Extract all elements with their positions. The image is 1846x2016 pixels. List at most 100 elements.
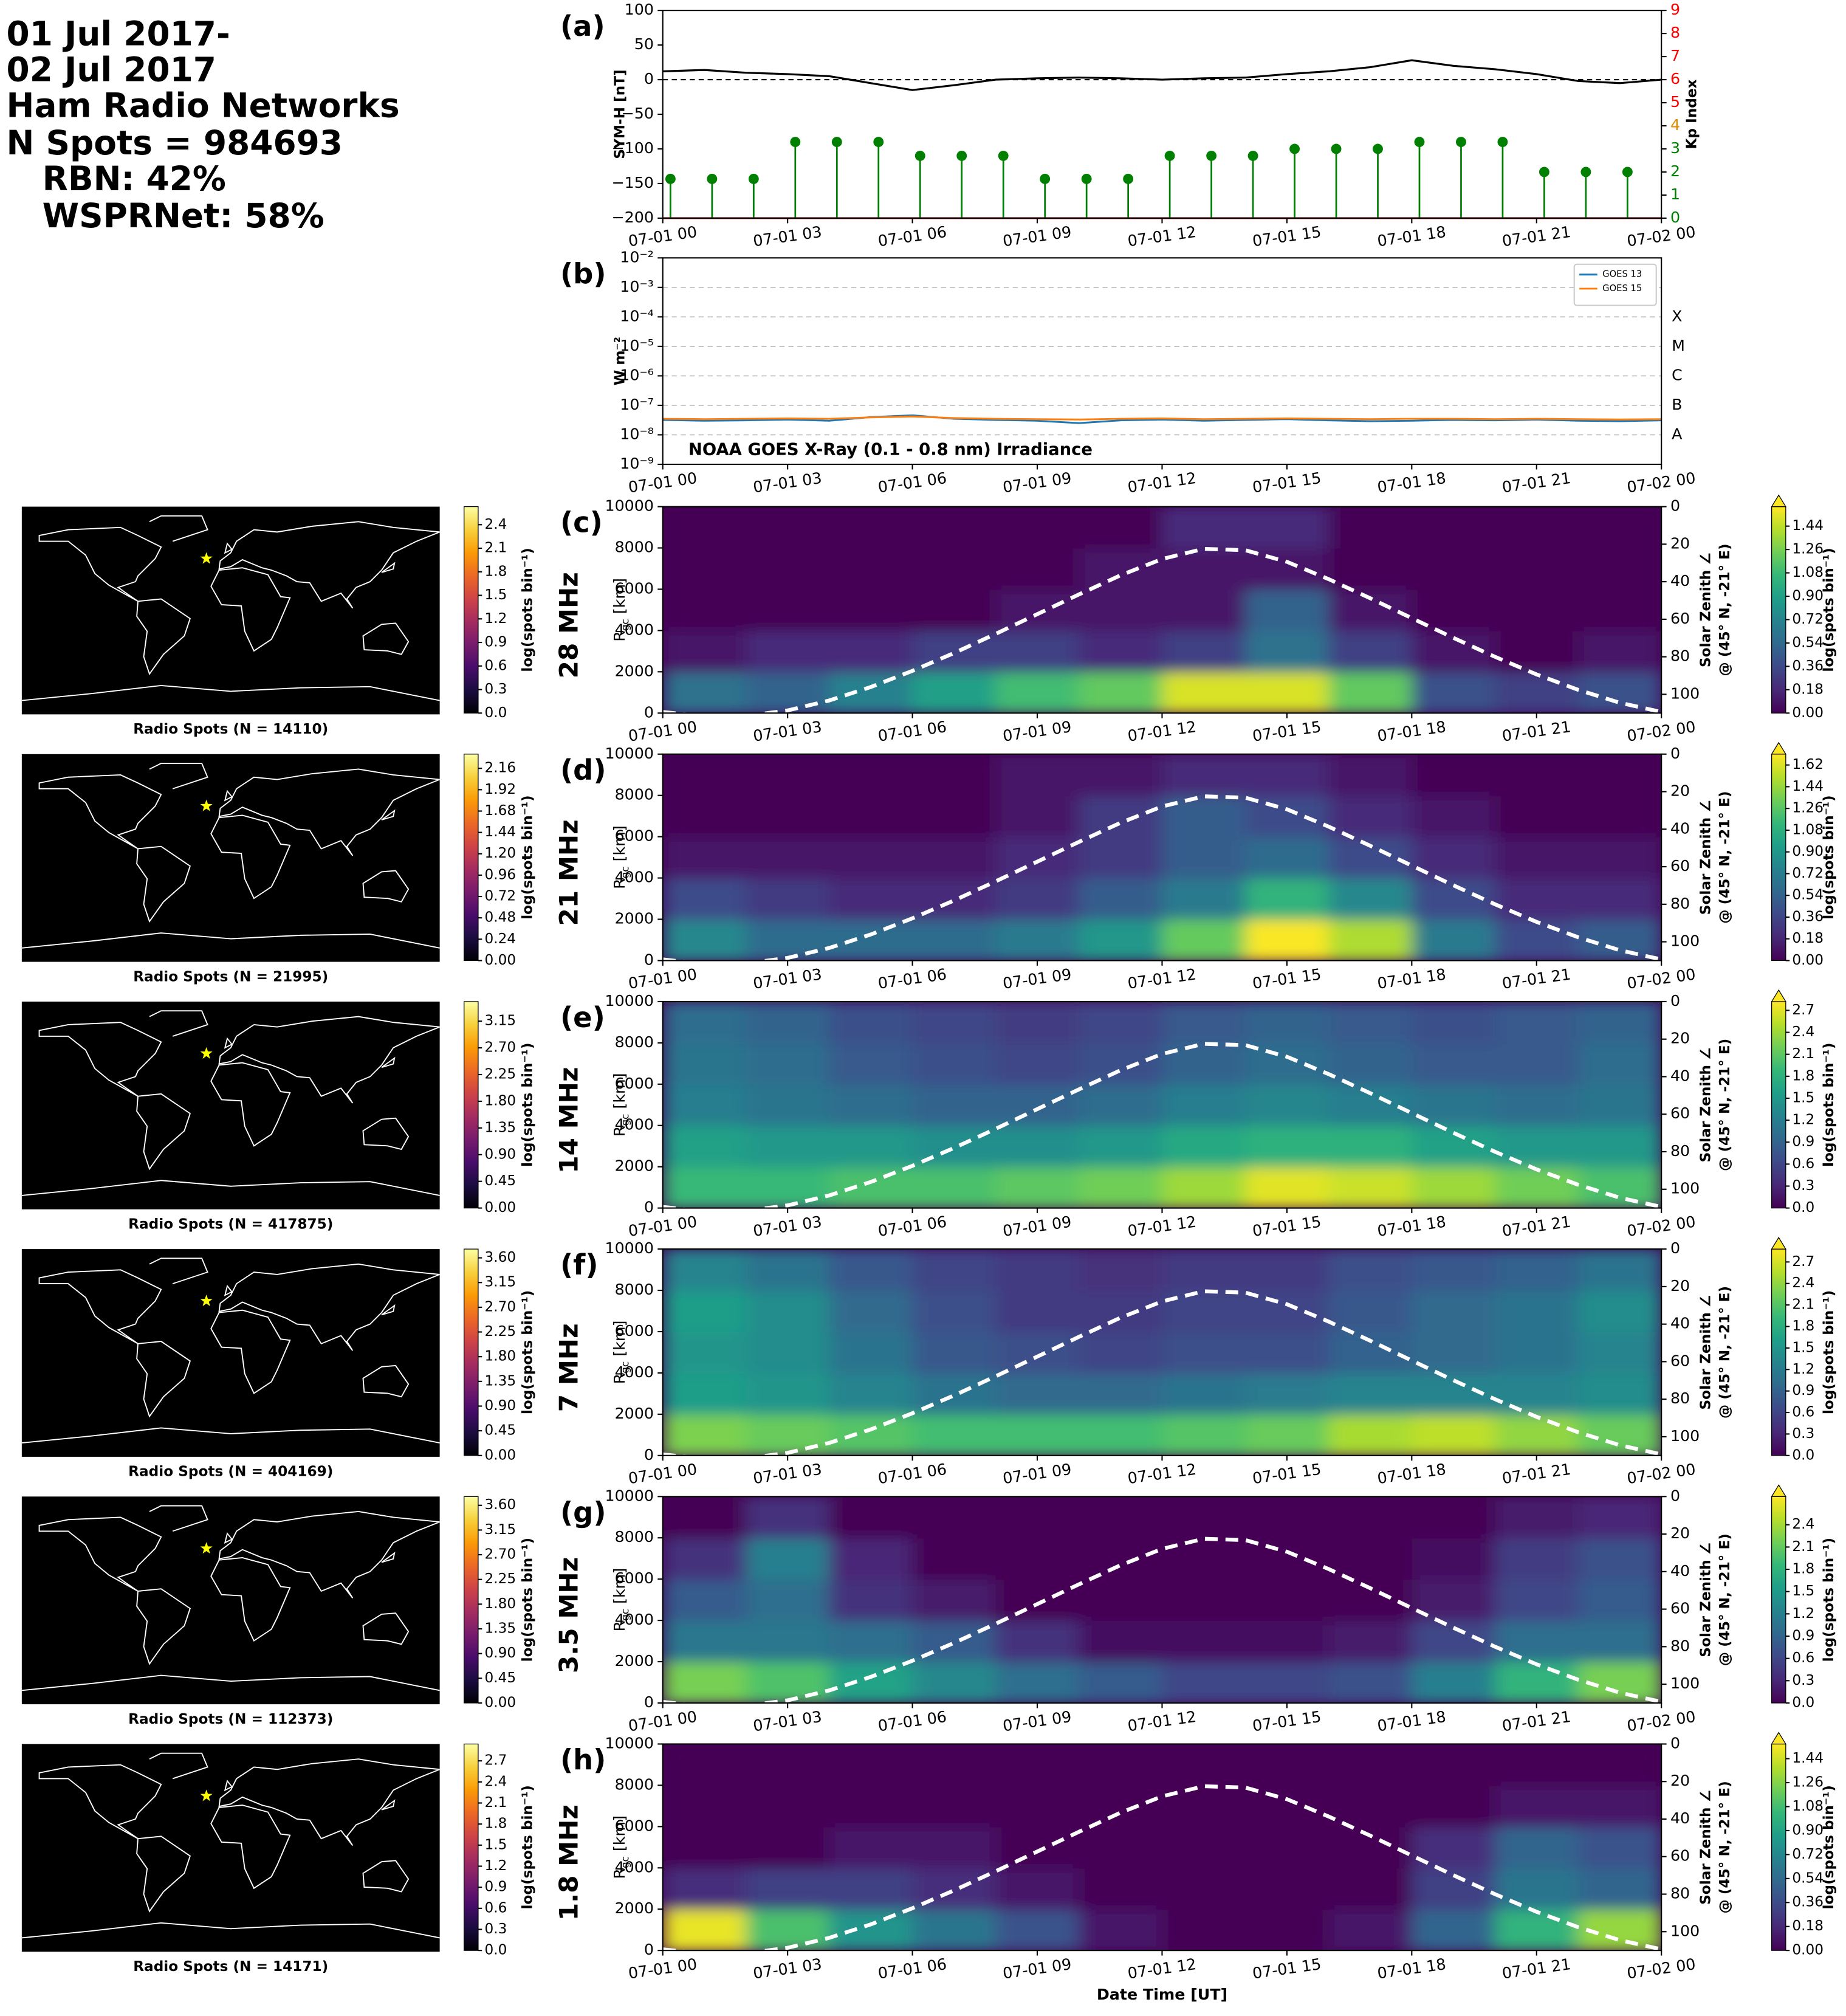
heatmap-cell xyxy=(746,836,830,879)
heatmap-cell xyxy=(829,1166,913,1208)
colorbar-tick-label: 0.0 xyxy=(484,704,507,721)
heatmap-cell xyxy=(1162,1496,1246,1539)
kp-marker xyxy=(1164,150,1175,161)
colorbar-tick-label: 2.4 xyxy=(1792,1275,1814,1291)
kp-marker xyxy=(665,173,676,184)
kp-marker xyxy=(748,173,759,184)
y-tick-label: 0 xyxy=(1670,1239,1680,1257)
y-tick-label: 2000 xyxy=(615,1899,654,1917)
colorbar-tick-label: 3.15 xyxy=(484,1521,516,1538)
header-line: 01 Jul 2017- xyxy=(7,14,230,53)
x-tick-label: 07-01 21 xyxy=(1501,1213,1572,1240)
heatmap-cell xyxy=(1495,1826,1579,1869)
annotation: NOAA GOES X-Ray (0.1 - 0.8 nm) Irradianc… xyxy=(688,440,1093,459)
colorbar-tick-label: 0.9 xyxy=(1792,1134,1814,1150)
heatmap-cell xyxy=(1245,1084,1330,1126)
axis-label-sub: gc xyxy=(619,1114,631,1126)
x-tick-label: 07-02 00 xyxy=(1626,718,1697,745)
heatmap-cell xyxy=(912,506,997,549)
heatmap-cell xyxy=(1079,1249,1163,1292)
y-tick-label: 0 xyxy=(1670,992,1680,1010)
heatmap-cell xyxy=(1079,754,1163,796)
y-tick-label: 0 xyxy=(644,1446,654,1464)
colorbar-tick-label: 0.54 xyxy=(1792,1870,1824,1886)
colorbar xyxy=(1771,506,1786,714)
y-tick-label: 8000 xyxy=(615,1033,654,1051)
y-tick-label: 80 xyxy=(1670,1389,1690,1407)
x-tick-label: 07-02 00 xyxy=(1626,1708,1697,1735)
heatmap-cell xyxy=(1578,1496,1662,1539)
axis-label-part: [km] xyxy=(611,1815,628,1856)
header-line: Ham Radio Networks xyxy=(7,86,400,125)
heatmap-cell xyxy=(1245,795,1330,838)
x-tick-label: 07-01 06 xyxy=(877,1213,948,1240)
colorbar-tick-label: 2.7 xyxy=(1792,1253,1814,1270)
heatmap-cell xyxy=(995,1909,1080,1951)
heatmap-cell xyxy=(662,878,747,920)
heatmap-cell xyxy=(829,878,913,920)
heatmap-cell xyxy=(1245,1620,1330,1663)
kp-marker xyxy=(1247,150,1258,161)
heatmap-cell xyxy=(829,795,913,838)
axis-label: Kp Index xyxy=(1683,79,1700,149)
axis-label: Solar Zenith ∠ xyxy=(1698,1295,1714,1409)
heatmap-cell xyxy=(1412,672,1496,714)
x-tick-label: 07-01 06 xyxy=(877,469,948,497)
heatmap-cell xyxy=(1328,836,1413,879)
colorbar-tick-label: 0.18 xyxy=(1792,930,1824,946)
heatmap-cell xyxy=(912,919,997,961)
axis-label-part: R xyxy=(611,878,628,889)
map-background xyxy=(21,1001,440,1209)
heatmap-cell xyxy=(829,548,913,590)
colorbar-tick-label: 2.7 xyxy=(484,1752,507,1769)
colorbar-tick-label: 0.72 xyxy=(1792,611,1824,627)
heatmap-cell xyxy=(1162,878,1246,920)
heatmap-cell xyxy=(1495,1290,1579,1333)
heatmap-cell xyxy=(1162,630,1246,673)
y-tick-label: 10000 xyxy=(605,497,653,515)
x-tick-label: 07-01 18 xyxy=(1376,1955,1447,1983)
colorbar-tick-label: 2.1 xyxy=(484,540,507,556)
heatmap-cell xyxy=(1328,506,1413,549)
heatmap-cell xyxy=(1079,1166,1163,1208)
heatmap-cell xyxy=(662,1331,747,1374)
heatmap-cell xyxy=(746,630,830,673)
colorbar-tick-label: 0.00 xyxy=(484,1199,516,1216)
axis-label-part: [km] xyxy=(611,1073,628,1113)
heatmap-cell xyxy=(829,589,913,631)
x-axis-label: Date Time [UT] xyxy=(1097,1986,1227,2003)
heatmap-cell xyxy=(1162,1249,1246,1292)
heatmap-cell xyxy=(829,1496,913,1539)
y-tick-label: 0 xyxy=(1670,745,1680,762)
y-tick-label: 2000 xyxy=(615,910,654,927)
heatmap-cell xyxy=(995,1166,1080,1208)
colorbar-tick-label: 1.44 xyxy=(1792,1750,1824,1766)
heatmap-cell xyxy=(1578,1125,1662,1168)
colorbar-tick-label: 1.68 xyxy=(484,802,516,819)
colorbar-extend xyxy=(1771,494,1786,507)
heatmap-cell xyxy=(995,1826,1080,1869)
heatmap-cell xyxy=(912,1538,997,1580)
axis-label-sub: gc xyxy=(619,866,631,878)
axis-label: 21 MHz xyxy=(554,819,583,926)
heatmap-cell xyxy=(1162,919,1246,961)
heatmap-cell xyxy=(662,589,747,631)
heatmap-cell xyxy=(995,1579,1080,1622)
heatmap-cell xyxy=(1245,1249,1330,1292)
axis-label: @ (45° N, -21° E) xyxy=(1717,1039,1733,1171)
heatmap-cell xyxy=(912,1496,997,1539)
colorbar-extend xyxy=(1771,741,1786,755)
heatmap-cell xyxy=(1412,795,1496,838)
heatmap-cell xyxy=(995,1372,1080,1415)
heatmap-cell xyxy=(1079,1868,1163,1910)
y-tick-label: 2 xyxy=(1670,162,1680,180)
heatmap-cell xyxy=(746,1579,830,1622)
x-tick-label: 07-01 21 xyxy=(1501,1460,1572,1488)
heatmap-cell xyxy=(912,1331,997,1374)
kp-marker xyxy=(1539,167,1549,177)
y-tick-label: 40 xyxy=(1670,572,1690,590)
axis-label: 1.8 MHz xyxy=(554,1804,583,1921)
heatmap-cell xyxy=(1578,1538,1662,1580)
heatmap-cell xyxy=(746,1166,830,1208)
colorbar-tick-label: 0.72 xyxy=(1792,865,1824,881)
